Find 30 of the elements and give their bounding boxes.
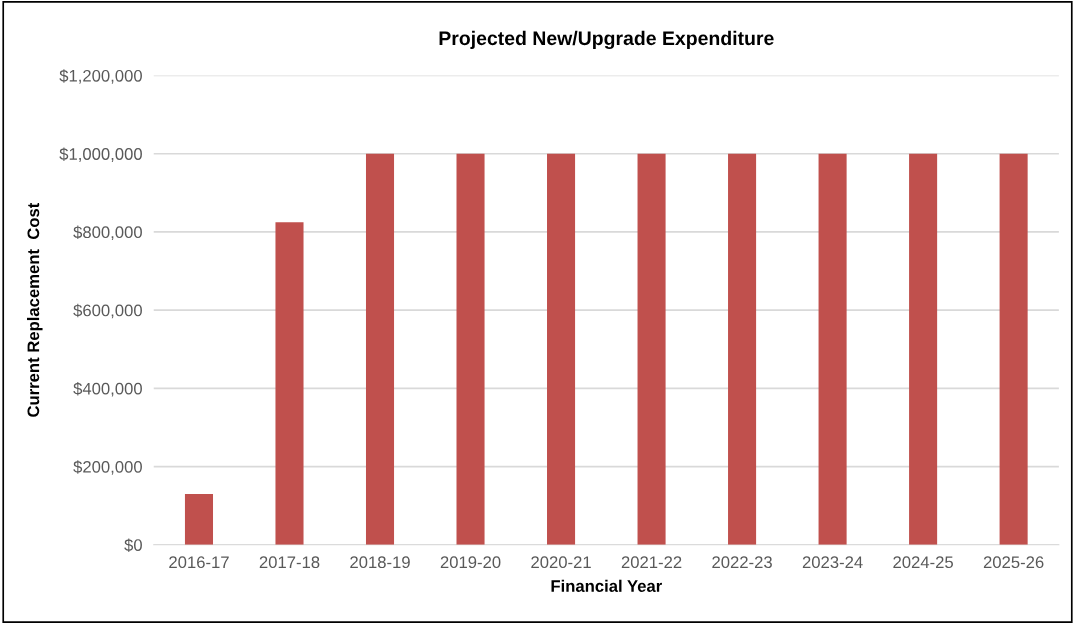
x-tick-label: 2016-17 [169,556,229,569]
y-tick-label: $1,000,000 [59,147,142,162]
bar [909,153,938,545]
x-tick-label: 2024-25 [893,556,953,569]
y-tick-label: $400,000 [73,382,142,397]
x-tick-label: 2021-22 [621,556,682,569]
x-tick-label: 2020-21 [531,556,591,569]
x-tick-label: 2023-24 [802,556,863,569]
y-tick-label: $1,200,000 [59,69,142,84]
bar [547,153,576,545]
bar [999,153,1028,545]
chart-title: Projected New/Upgrade Expenditure [439,30,774,50]
y-tick-label: $0 [124,538,142,552]
bar [365,153,395,545]
bar [637,153,666,545]
x-tick-label: 2019-20 [440,556,501,569]
y-tick-label: $800,000 [73,225,142,241]
x-tick-label: 2025-26 [983,556,1044,569]
bar [818,153,847,545]
x-tick-label: 2022-23 [712,556,772,569]
bar [275,222,304,545]
x-tick-label: 2017-18 [259,556,320,569]
y-axis-title: Current Replacement Cost [27,202,43,417]
bar [456,153,485,545]
bar [728,153,757,545]
y-tick-label: $200,000 [73,460,142,475]
y-tick-label: $600,000 [73,303,142,319]
bar [184,493,214,545]
x-tick-label: 2018-19 [350,556,410,569]
x-axis-title: Financial Year [551,579,662,592]
